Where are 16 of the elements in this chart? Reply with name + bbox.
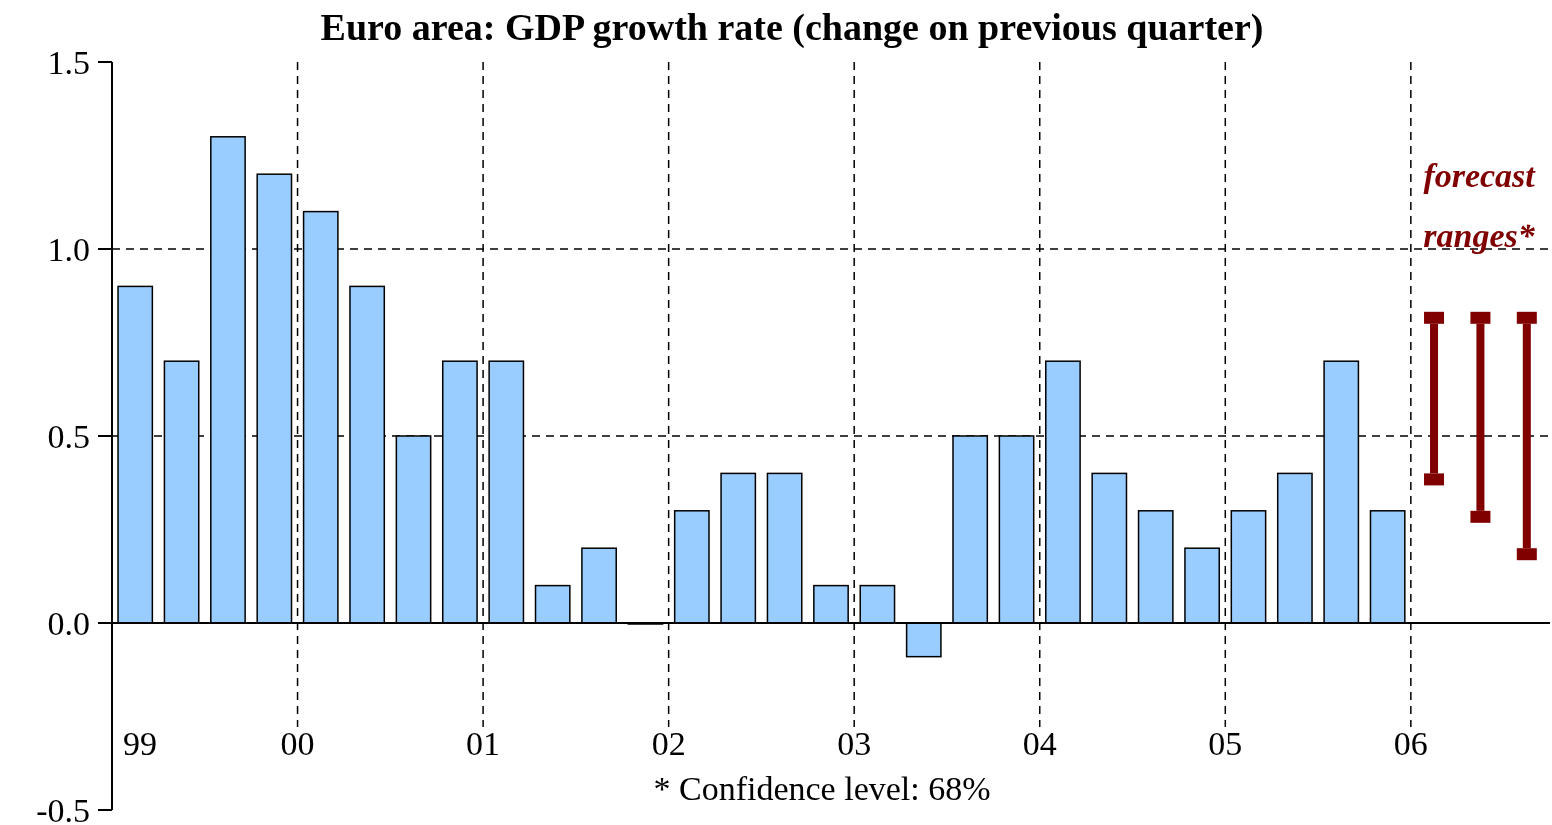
x-tick-label: 06 <box>1393 725 1428 762</box>
x-tick-label: 04 <box>1022 725 1057 762</box>
y-tick-label: 1.0 <box>47 231 90 268</box>
x-tick-label: 03 <box>837 725 872 762</box>
y-tick-label: 1.5 <box>47 44 90 81</box>
x-tick-label: 00 <box>280 725 315 762</box>
x-tick-label: 01 <box>466 725 501 762</box>
y-tick-label: 0.5 <box>47 418 90 455</box>
x-tick-label: 99 <box>123 725 157 762</box>
x-tick-label: 05 <box>1208 725 1243 762</box>
chart-title: Euro area: GDP growth rate (change on previous quarter) <box>320 6 1264 49</box>
text: forecast ranges* <box>1423 157 1537 254</box>
x-tick-label: 02 <box>651 725 686 762</box>
annotation: * Confidence level: 68% <box>653 770 991 807</box>
y-tick-label: -0.5 <box>36 792 90 825</box>
y-tick-label: 0.0 <box>47 605 90 642</box>
